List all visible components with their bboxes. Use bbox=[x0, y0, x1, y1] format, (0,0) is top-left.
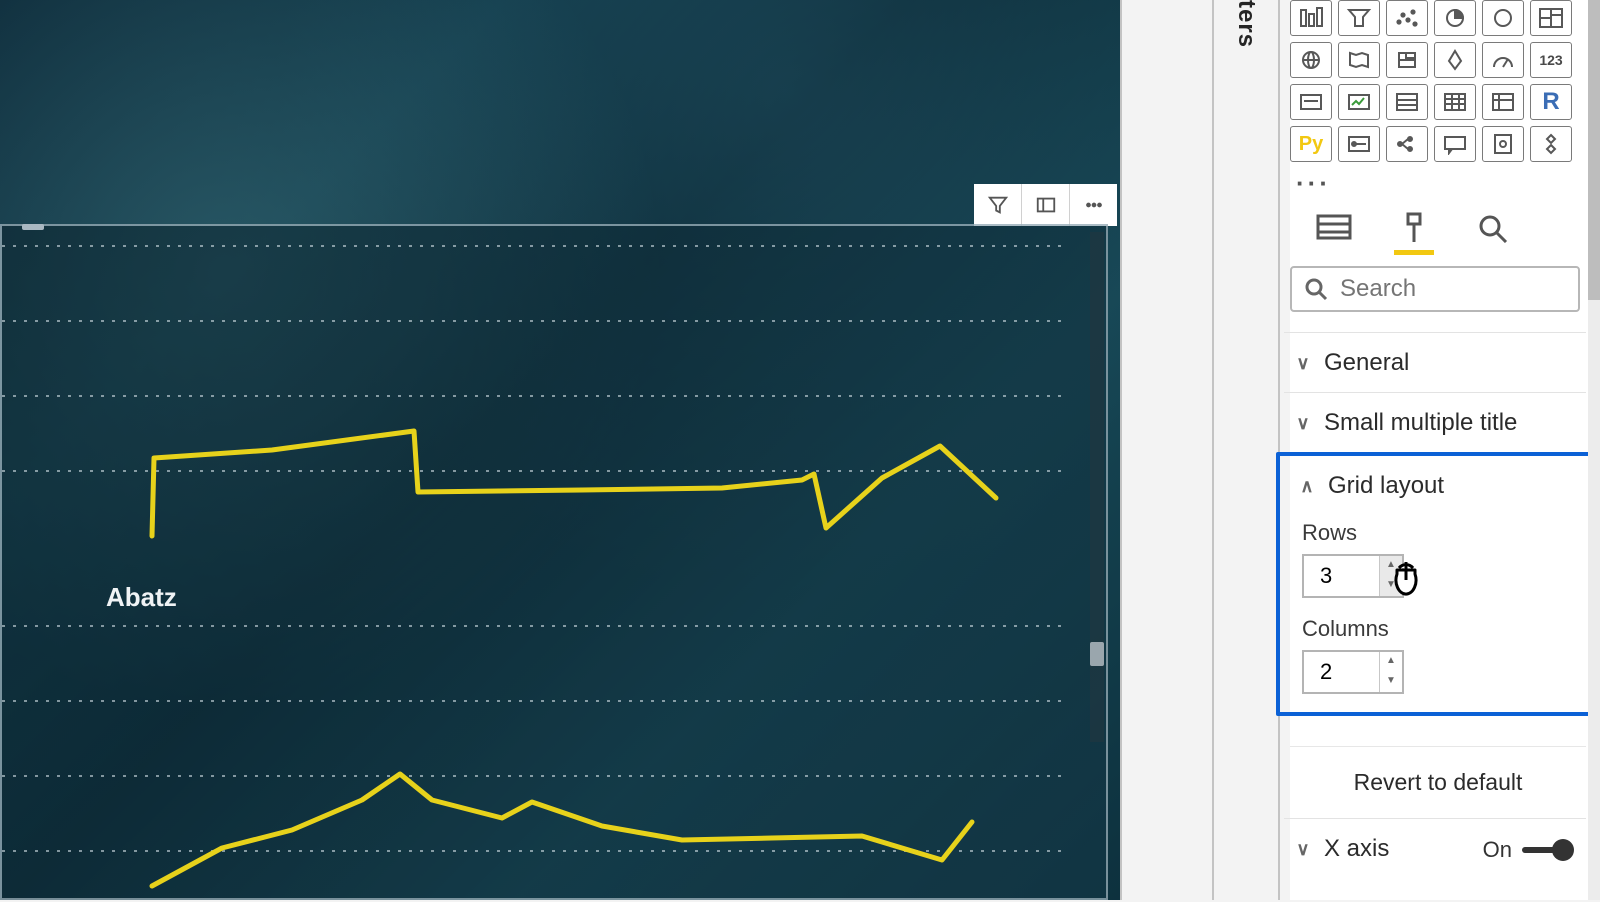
spin-down-icon[interactable]: ▼ bbox=[1380, 576, 1402, 596]
filters-pane-collapsed[interactable]: ters bbox=[1220, 0, 1275, 64]
spin-up-icon[interactable]: ▲ bbox=[1380, 652, 1402, 672]
pane-divider bbox=[1212, 0, 1214, 900]
chevron-down-icon bbox=[1290, 413, 1316, 434]
viz-type-stacked-bar[interactable] bbox=[1290, 0, 1332, 36]
section-x-axis[interactable]: X axis On bbox=[1284, 818, 1586, 879]
fields-tab[interactable] bbox=[1312, 205, 1356, 249]
format-tab[interactable] bbox=[1392, 205, 1436, 249]
rows-spinner[interactable]: ▲ ▼ bbox=[1379, 556, 1402, 596]
rows-input[interactable] bbox=[1318, 562, 1382, 590]
viz-type-key-influencers[interactable] bbox=[1338, 126, 1380, 162]
analytics-tab[interactable] bbox=[1472, 205, 1516, 249]
x-axis-toggle[interactable]: On bbox=[1483, 837, 1568, 863]
spin-down-icon[interactable]: ▼ bbox=[1380, 672, 1402, 692]
viz-type-card[interactable] bbox=[1290, 84, 1332, 120]
visualizations-pane: 123 R Py ··· General Small multiple title bbox=[1290, 0, 1600, 900]
visual-scrollbar-thumb[interactable] bbox=[1090, 642, 1104, 666]
columns-label: Columns bbox=[1302, 616, 1590, 642]
chevron-down-icon bbox=[1290, 839, 1316, 860]
line-chart-visual[interactable]: Abatz bbox=[0, 224, 1108, 900]
section-general[interactable]: General bbox=[1284, 332, 1586, 393]
more-options-icon[interactable] bbox=[1070, 184, 1117, 226]
viz-type-treemap[interactable] bbox=[1530, 0, 1572, 36]
columns-stepper[interactable]: ▲ ▼ bbox=[1302, 650, 1404, 694]
columns-spinner[interactable]: ▲ ▼ bbox=[1379, 652, 1402, 692]
viz-type-gauge[interactable] bbox=[1482, 42, 1524, 78]
search-input[interactable] bbox=[1338, 274, 1542, 304]
section-label: Grid layout bbox=[1328, 472, 1444, 500]
viz-type-decomp[interactable] bbox=[1386, 126, 1428, 162]
section-label: General bbox=[1324, 349, 1409, 377]
pane-scrollbar-thumb[interactable] bbox=[1588, 0, 1600, 300]
section-label: Small multiple title bbox=[1324, 409, 1517, 437]
chevron-up-icon bbox=[1294, 476, 1320, 497]
search-icon bbox=[1304, 277, 1328, 301]
viz-type-funnel[interactable] bbox=[1338, 0, 1380, 36]
viz-type-qna[interactable] bbox=[1434, 126, 1476, 162]
pane-divider bbox=[1120, 0, 1122, 900]
viz-type-globe[interactable] bbox=[1290, 42, 1332, 78]
section-small-multiple-title[interactable]: Small multiple title bbox=[1284, 392, 1586, 453]
spin-up-icon[interactable]: ▲ bbox=[1380, 556, 1402, 576]
gallery-more-icon[interactable]: ··· bbox=[1296, 168, 1331, 199]
viz-type-table[interactable] bbox=[1434, 84, 1476, 120]
viz-type-pie[interactable] bbox=[1434, 0, 1476, 36]
viz-type-multirow[interactable] bbox=[1386, 84, 1428, 120]
viz-type-card-123[interactable]: 123 bbox=[1530, 42, 1572, 78]
pane-tabs bbox=[1312, 205, 1516, 249]
small-multiple-title: Abatz bbox=[106, 582, 177, 613]
filter-icon[interactable] bbox=[974, 184, 1022, 226]
pane-divider bbox=[1278, 0, 1280, 900]
filters-label: ters bbox=[1232, 0, 1260, 48]
viz-type-custom[interactable] bbox=[1530, 126, 1572, 162]
focus-mode-icon[interactable] bbox=[1022, 184, 1070, 226]
rows-stepper[interactable]: ▲ ▼ bbox=[1302, 554, 1404, 598]
toggle-label: On bbox=[1483, 837, 1512, 863]
visual-header-toolbar bbox=[974, 184, 1117, 226]
viz-type-shape-map[interactable] bbox=[1386, 42, 1428, 78]
viz-type-py[interactable]: Py bbox=[1290, 126, 1332, 162]
report-canvas[interactable]: Abatz bbox=[0, 0, 1120, 900]
viz-type-arcgis[interactable] bbox=[1434, 42, 1476, 78]
viz-type-kpi[interactable] bbox=[1338, 84, 1380, 120]
section-label: X axis bbox=[1324, 835, 1389, 863]
revert-to-default[interactable]: Revert to default bbox=[1290, 746, 1586, 819]
viz-type-paginated[interactable] bbox=[1482, 126, 1524, 162]
viz-type-donut[interactable] bbox=[1482, 0, 1524, 36]
rows-label: Rows bbox=[1302, 520, 1590, 546]
viz-type-scatter[interactable] bbox=[1386, 0, 1428, 36]
chevron-down-icon bbox=[1290, 353, 1316, 374]
columns-input[interactable] bbox=[1318, 658, 1382, 686]
viz-type-r[interactable]: R bbox=[1530, 84, 1572, 120]
visualization-gallery: 123 R Py bbox=[1290, 0, 1580, 166]
viz-type-matrix[interactable] bbox=[1482, 84, 1524, 120]
format-search[interactable] bbox=[1290, 266, 1580, 312]
toggle-switch-icon[interactable] bbox=[1522, 847, 1568, 853]
viz-type-filled-map[interactable] bbox=[1338, 42, 1380, 78]
section-grid-layout[interactable]: Grid layout Rows ▲ ▼ Columns ▲ ▼ bbox=[1276, 452, 1594, 716]
